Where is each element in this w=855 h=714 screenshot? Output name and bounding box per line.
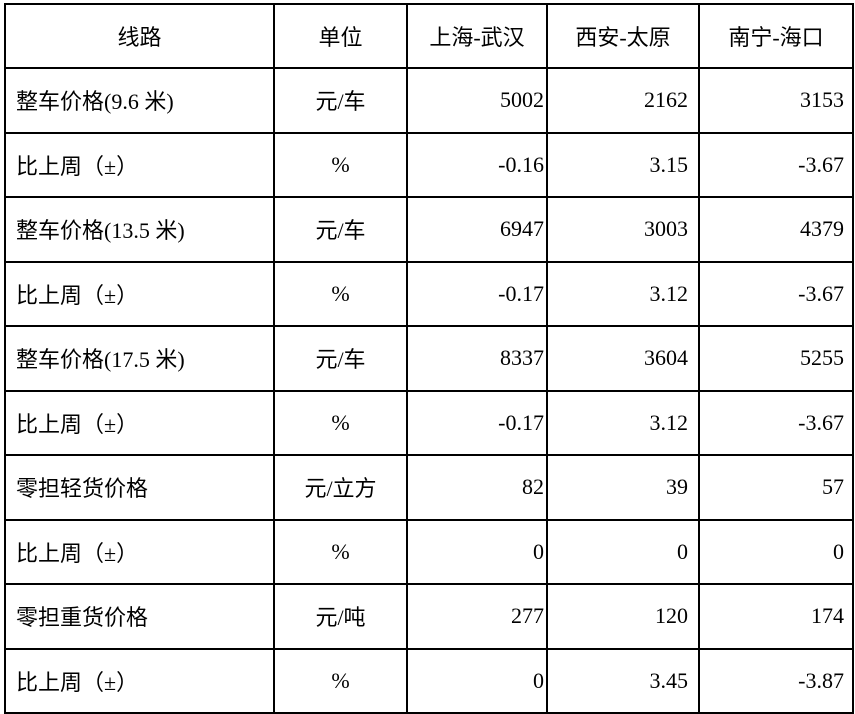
row-label: 比上周（±） — [4, 389, 275, 456]
unit: % — [273, 647, 408, 714]
xian-taiyuan-value: 3.12 — [546, 260, 700, 327]
shanghai-wuhan-value: -0.17 — [406, 260, 548, 327]
nanning-haikou-value: 57 — [698, 454, 854, 521]
table-row: 比上周（±）% -0.16 3.15 -3.67 — [4, 131, 854, 198]
shanghai-wuhan-value: 8337 — [406, 325, 548, 392]
header-xian-taiyuan: 西安-太原 — [546, 3, 700, 69]
xian-taiyuan-value: 120 — [546, 583, 700, 650]
xian-taiyuan-value: 3003 — [546, 196, 700, 263]
row-label: 比上周（±） — [4, 131, 275, 198]
table-row: 比上周（±）% -0.17 3.12 -3.67 — [4, 260, 854, 327]
shanghai-wuhan-value: -0.17 — [406, 389, 548, 456]
nanning-haikou-value: -3.67 — [698, 260, 854, 327]
header-shanghai-wuhan: 上海-武汉 — [406, 3, 548, 69]
unit: 元/车 — [273, 196, 408, 263]
row-label: 整车价格(13.5 米) — [4, 196, 275, 263]
row-label: 零担轻货价格 — [4, 454, 275, 521]
shanghai-wuhan-value: 6947 — [406, 196, 548, 263]
table-row: 零担重货价格 元/吨 277 120 174 — [4, 583, 854, 650]
shanghai-wuhan-value: 277 — [406, 583, 548, 650]
nanning-haikou-value: 174 — [698, 583, 854, 650]
xian-taiyuan-value: 3.15 — [546, 131, 700, 198]
row-label: 比上周（±） — [4, 518, 275, 585]
table-row: 比上周（±）% 0 0 0 — [4, 518, 854, 585]
unit: % — [273, 131, 408, 198]
table-row: 零担轻货价格 元/立方 82 39 57 — [4, 454, 854, 521]
table-row: 整车价格(13.5 米) 元/车 6947 3003 4379 — [4, 196, 854, 263]
table-row: 整车价格(9.6 米) 元/车 5002 2162 3153 — [4, 67, 854, 134]
nanning-haikou-value: -3.87 — [698, 647, 854, 714]
shanghai-wuhan-value: 0 — [406, 647, 548, 714]
xian-taiyuan-value: 3.12 — [546, 389, 700, 456]
row-label: 零担重货价格 — [4, 583, 275, 650]
xian-taiyuan-value: 0 — [546, 518, 700, 585]
row-label: 整车价格(17.5 米) — [4, 325, 275, 392]
freight-price-table: 线路 单位 上海-武汉 西安-太原 南宁-海口 整车价格(9.6 米) 元/车 50… — [4, 3, 854, 714]
row-label: 整车价格(9.6 米) — [4, 67, 275, 134]
nanning-haikou-value: 0 — [698, 518, 854, 585]
header-row: 线路 单位 上海-武汉 西安-太原 南宁-海口 — [4, 3, 854, 69]
header-nanning-haikou: 南宁-海口 — [698, 3, 854, 69]
header-unit: 单位 — [273, 3, 408, 69]
unit: 元/吨 — [273, 583, 408, 650]
unit: 元/车 — [273, 325, 408, 392]
nanning-haikou-value: 4379 — [698, 196, 854, 263]
shanghai-wuhan-value: 0 — [406, 518, 548, 585]
shanghai-wuhan-value: 5002 — [406, 67, 548, 134]
shanghai-wuhan-value: -0.16 — [406, 131, 548, 198]
unit: 元/车 — [273, 67, 408, 134]
nanning-haikou-value: -3.67 — [698, 389, 854, 456]
xian-taiyuan-value: 2162 — [546, 67, 700, 134]
nanning-haikou-value: 3153 — [698, 67, 854, 134]
table-row: 比上周（±）% 0 3.45 -3.87 — [4, 647, 854, 714]
header-route: 线路 — [4, 3, 275, 69]
nanning-haikou-value: 5255 — [698, 325, 854, 392]
xian-taiyuan-value: 3604 — [546, 325, 700, 392]
unit: % — [273, 518, 408, 585]
table-row: 整车价格(17.5 米) 元/车 8337 3604 5255 — [4, 325, 854, 392]
unit: % — [273, 260, 408, 327]
table-row: 比上周（±）% -0.17 3.12 -3.67 — [4, 389, 854, 456]
row-label: 比上周（±） — [4, 260, 275, 327]
shanghai-wuhan-value: 82 — [406, 454, 548, 521]
unit: 元/立方 — [273, 454, 408, 521]
row-label: 比上周（±） — [4, 647, 275, 714]
xian-taiyuan-value: 3.45 — [546, 647, 700, 714]
unit: % — [273, 389, 408, 456]
xian-taiyuan-value: 39 — [546, 454, 700, 521]
nanning-haikou-value: -3.67 — [698, 131, 854, 198]
